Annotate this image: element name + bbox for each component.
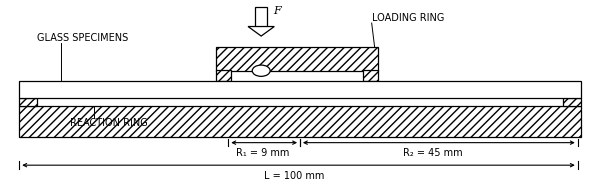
Bar bbox=[217, 70, 232, 81]
Bar bbox=[19, 106, 581, 137]
Ellipse shape bbox=[252, 65, 270, 76]
Bar bbox=[563, 98, 581, 106]
Bar bbox=[363, 70, 377, 81]
Text: R₁ = 9 mm: R₁ = 9 mm bbox=[236, 148, 290, 158]
Bar bbox=[217, 47, 377, 71]
Bar bbox=[19, 98, 37, 106]
Text: R₂ = 45 mm: R₂ = 45 mm bbox=[403, 148, 463, 158]
Text: REACTION RING: REACTION RING bbox=[70, 118, 148, 128]
Bar bbox=[19, 81, 581, 98]
Bar bbox=[255, 7, 267, 27]
Polygon shape bbox=[248, 27, 274, 36]
Text: GLASS SPECIMENS: GLASS SPECIMENS bbox=[37, 33, 128, 43]
Text: LOADING RING: LOADING RING bbox=[371, 13, 444, 23]
Text: L = 100 mm: L = 100 mm bbox=[264, 171, 324, 181]
Text: F: F bbox=[273, 6, 281, 16]
